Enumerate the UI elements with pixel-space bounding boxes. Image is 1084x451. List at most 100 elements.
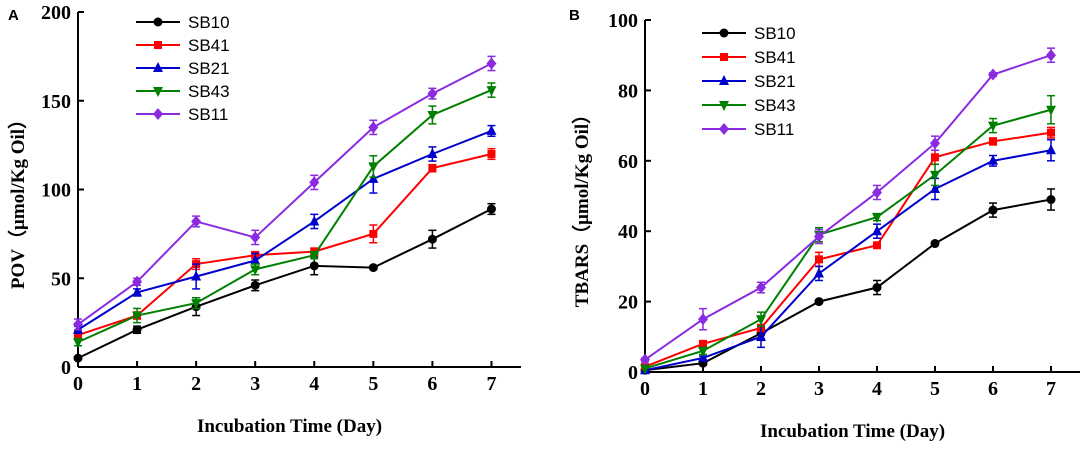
- legend-label: SB43: [188, 82, 230, 101]
- data-point: [930, 182, 940, 193]
- chart-panel-a: 0 1 2 3 4 5 6 7 0 50 100 150 200 Incubation Time (Day…: [6, 2, 521, 437]
- data-point: [309, 251, 320, 262]
- x-tick-label: 0: [640, 378, 650, 400]
- data-point: [309, 176, 320, 189]
- data-point: [872, 225, 882, 236]
- x-tick-label: 7: [1046, 378, 1056, 400]
- data-point: [988, 154, 998, 165]
- series-line: [644, 54, 1052, 361]
- data-point: [699, 339, 707, 348]
- legend: SB10 SB41 SB21 SB43 SB11: [702, 24, 796, 139]
- x-tick-label: 6: [988, 378, 998, 400]
- legend-label: SB41: [754, 48, 796, 67]
- data-point: [427, 87, 438, 100]
- legend-marker: [153, 87, 163, 97]
- data-point: [486, 204, 496, 214]
- data-point: [640, 364, 650, 375]
- data-point: [814, 267, 824, 278]
- data-point: [250, 265, 261, 276]
- data-point: [250, 280, 260, 290]
- data-point: [988, 205, 998, 215]
- y-axis-title: TBARS（μmol/Kg Oil）: [570, 105, 593, 307]
- data-point: [73, 353, 83, 363]
- legend-item: SB21: [702, 72, 796, 91]
- x-tick-label: 4: [309, 373, 319, 395]
- data-point: [73, 318, 83, 331]
- x-tick-label: 2: [191, 373, 201, 395]
- series-line: [644, 149, 1052, 372]
- series-line: [644, 198, 1052, 372]
- data-point: [698, 313, 708, 326]
- data-point: [1046, 49, 1056, 62]
- data-point: [873, 241, 881, 250]
- data-point: [486, 86, 497, 97]
- series-line: [644, 131, 1052, 368]
- data-point: [368, 121, 379, 134]
- x-axis-title: Incubation Time (Day): [760, 421, 945, 442]
- data-point: [132, 325, 142, 335]
- series-sb21: [73, 124, 497, 335]
- y-tick-label: 150: [41, 91, 71, 113]
- y-tick-label: 100: [608, 10, 638, 32]
- legend-label: SB41: [188, 36, 230, 55]
- data-point: [74, 331, 82, 340]
- y-tick-label: 60: [618, 151, 638, 173]
- x-tick-label: 5: [930, 378, 940, 400]
- data-point: [309, 261, 319, 271]
- x-tick-label: 3: [814, 378, 824, 400]
- data-point: [872, 186, 882, 199]
- data-point: [930, 239, 940, 249]
- y-tick-label: 200: [41, 2, 71, 24]
- x-tick-label: 7: [486, 373, 496, 395]
- y-tick-label: 100: [41, 180, 71, 202]
- legend-marker: [719, 123, 729, 135]
- y-axis-title: POV（μmol/Kg Oil）: [6, 110, 29, 289]
- y-tick-label: 0: [628, 362, 638, 384]
- data-point: [814, 230, 824, 243]
- legend-item: SB11: [136, 105, 228, 124]
- x-tick-label: 1: [132, 373, 142, 395]
- data-point: [931, 153, 939, 162]
- series-sb43: [73, 82, 497, 349]
- data-point: [930, 170, 940, 181]
- data-point: [640, 353, 650, 366]
- y-tick-label: 50: [51, 268, 71, 290]
- data-point: [73, 338, 83, 349]
- data-point: [191, 270, 202, 281]
- series-sb11: [640, 47, 1056, 366]
- legend-label: SB21: [754, 72, 796, 91]
- data-point: [427, 110, 438, 121]
- data-point: [368, 172, 379, 183]
- data-point: [815, 255, 823, 264]
- chart-panel-b: 0 1 2 3 4 5 6 7 0 20 40 60 80 100 Incubation Time (Day…: [569, 7, 1080, 442]
- legend-label: SB43: [754, 96, 796, 115]
- legend-item: SB41: [702, 48, 796, 67]
- data-point: [1046, 144, 1056, 155]
- data-point: [988, 68, 998, 81]
- data-point: [1046, 105, 1056, 116]
- legend-marker: [719, 75, 729, 85]
- x-tick-label: 0: [73, 373, 83, 395]
- data-point: [427, 234, 437, 244]
- legend-marker: [720, 53, 728, 61]
- data-point: [191, 299, 202, 310]
- data-point: [427, 148, 438, 158]
- panel-label: B: [569, 7, 580, 24]
- data-point: [756, 330, 766, 341]
- data-point: [250, 254, 261, 265]
- legend-marker: [153, 17, 163, 27]
- legend-item: SB10: [136, 13, 230, 32]
- series-line: [77, 129, 492, 331]
- legend-marker: [153, 108, 163, 120]
- data-point: [930, 137, 940, 150]
- data-point: [989, 137, 997, 146]
- legend-label: SB10: [754, 24, 796, 43]
- legend-item: SB10: [702, 24, 796, 43]
- data-point: [872, 283, 882, 293]
- x-tick-label: 6: [427, 373, 437, 395]
- legend-label: SB21: [188, 59, 230, 78]
- panel-label: A: [8, 7, 19, 24]
- data-point: [756, 281, 766, 294]
- y-tick-label: 20: [618, 292, 638, 314]
- data-point: [872, 213, 882, 224]
